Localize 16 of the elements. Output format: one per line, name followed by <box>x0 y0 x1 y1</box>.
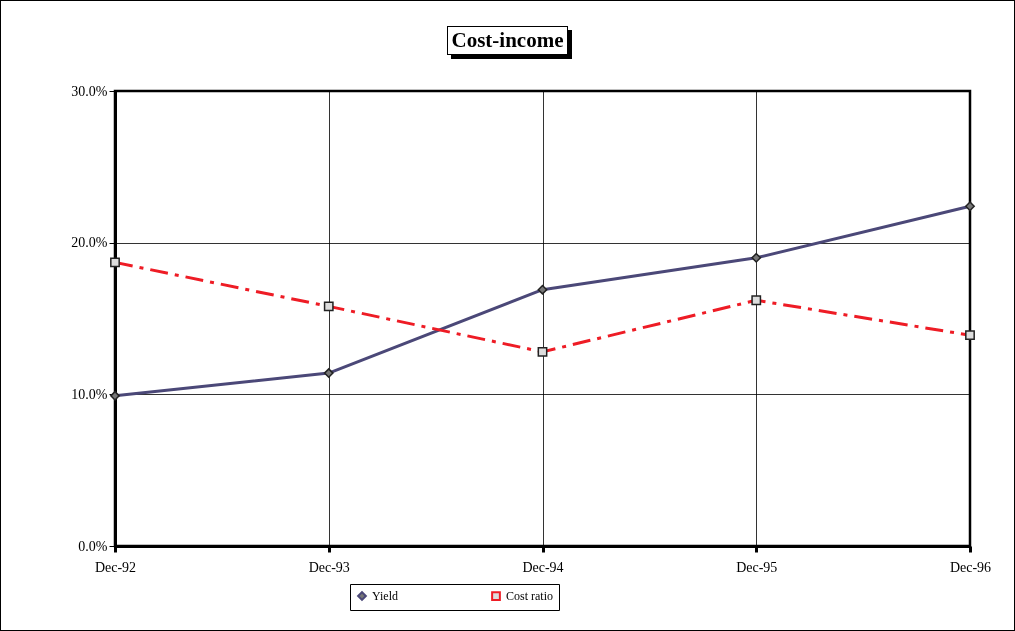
x-tick-label: Dec-95 <box>736 559 778 575</box>
legend-label: Cost ratio <box>506 589 553 604</box>
point <box>537 284 548 295</box>
x-tick-label: Dec-92 <box>94 559 137 575</box>
x-tick-label: Dec-96 <box>949 559 992 575</box>
y-tick-label: 0.0% <box>78 538 108 554</box>
y-tick-label: 20.0% <box>71 235 108 251</box>
x-tick-label: Dec-94 <box>522 559 564 575</box>
x-tick-label: Dec-93 <box>308 559 350 575</box>
point <box>751 252 762 263</box>
legend-label: Yield <box>372 589 398 604</box>
y-tick-label: 10.0% <box>71 386 108 402</box>
y-tick-label: 30.0% <box>71 83 108 99</box>
point <box>323 368 334 379</box>
chart-title: Cost-income <box>446 26 569 55</box>
point <box>965 201 975 212</box>
